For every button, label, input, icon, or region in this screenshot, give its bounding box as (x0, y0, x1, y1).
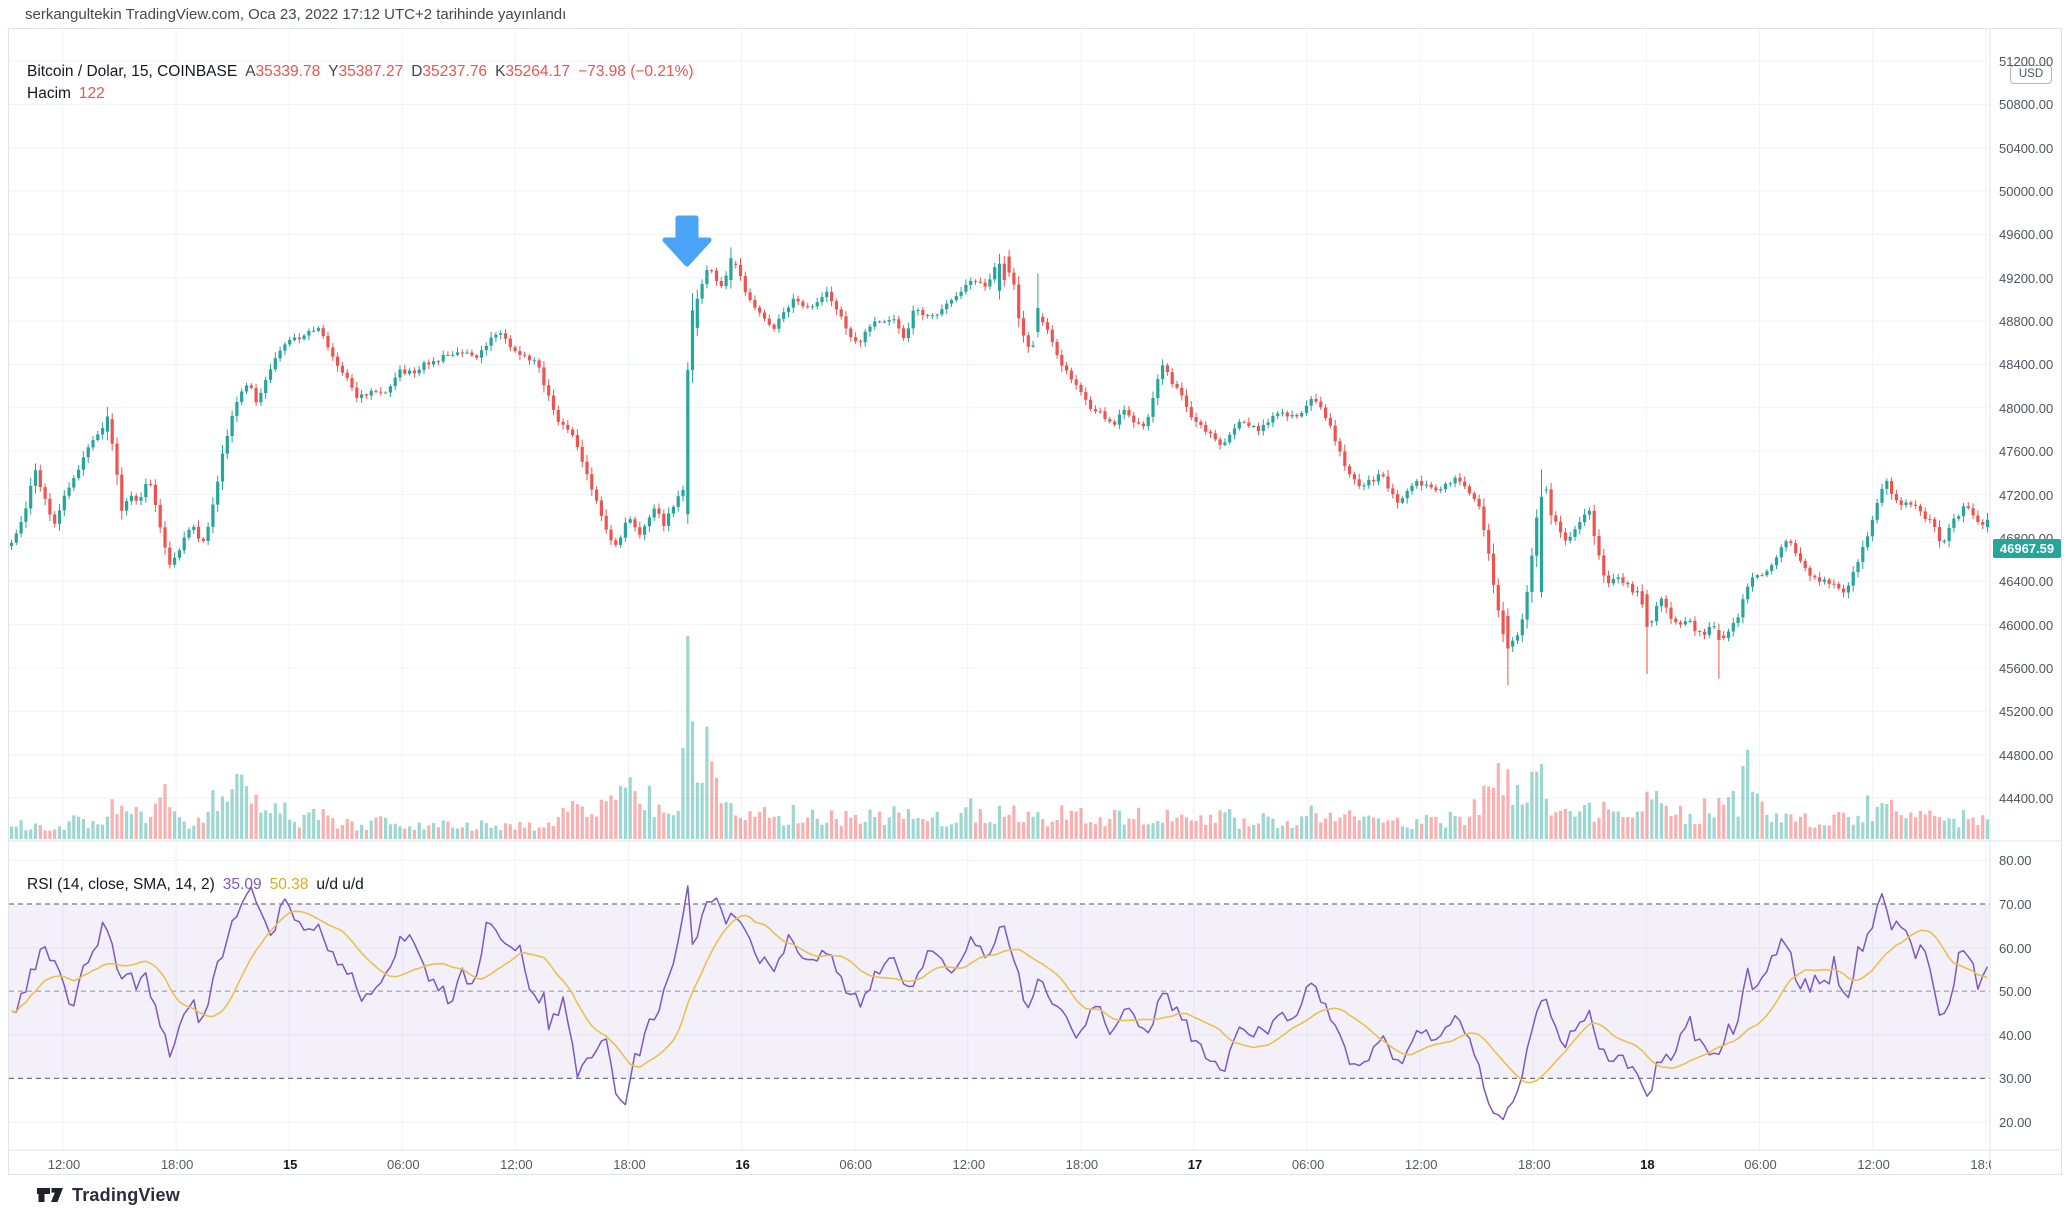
price-axis-label: 44400.00 (1999, 791, 2054, 807)
time-axis-label: 06:00 (1744, 1157, 1777, 1172)
ohlc-values: A35339.78 Y35387.27 D35237.76 K35264.17 (245, 63, 570, 80)
time-axis-label: 06:00 (387, 1157, 420, 1172)
price-axis-label: 50800.00 (1999, 97, 2054, 113)
change-value: −73.98 (−0.21%) (578, 63, 694, 80)
time-axis-label: 18 (1640, 1157, 1655, 1172)
time-axis-label: 18:00 (1065, 1157, 1099, 1172)
ohlc-item: K35264.17 (495, 63, 571, 80)
rsi-axis-label: 50.00 (1999, 984, 2032, 1000)
time-axis-label: 12:00 (952, 1157, 986, 1172)
price-axis-label: 50400.00 (1999, 140, 2054, 156)
time-axis-label: 12:00 (47, 1157, 81, 1172)
price-axis-label: 46000.00 (1999, 617, 2054, 633)
time-axis[interactable]: 12:00 18:00 15 06:00 12:00 18:00 16 06:00 12:00 1… (10, 1151, 1991, 1176)
volume-label: Hacim (27, 85, 71, 102)
ohlc-item: A35339.78 (245, 63, 321, 80)
price-axis-label: 47600.00 (1999, 444, 2054, 460)
rsi-value: 35.09 (222, 876, 262, 893)
price-axis-label: 47200.00 (1999, 487, 2054, 503)
time-axis-label: 18:00 (1970, 1157, 1991, 1172)
rsi-axis-label: 30.00 (1999, 1071, 2032, 1087)
time-axis-label: 06:00 (839, 1157, 872, 1172)
currency-button[interactable]: USD (2010, 65, 2052, 84)
time-axis-label: 18:00 (1518, 1157, 1551, 1172)
ohlc-item: D35237.76 (411, 63, 488, 80)
symbol-title: Bitcoin / Dolar, 15, COINBASE (27, 63, 238, 80)
volume-legend[interactable]: Hacim 122 (27, 85, 105, 103)
time-axis-label: 12:00 (1857, 1157, 1890, 1172)
volume-value: 122 (78, 85, 105, 102)
price-axis-label: 49600.00 (1999, 227, 2054, 243)
published-byline: serkangultekin TradingView.com, Oca 23, … (25, 6, 567, 23)
last-price-badge: 46967.59 (1993, 539, 2061, 559)
time-axis-label: 12:00 (500, 1157, 533, 1172)
chart-widget: Bitcoin / Dolar, 15, COINBASE A35339.78 Y3… (8, 28, 2062, 1175)
price-axis-label: 46400.00 (1999, 574, 2054, 590)
symbol-legend[interactable]: Bitcoin / Dolar, 15, COINBASE A35339.78 Y3… (27, 63, 694, 81)
tradingview-footer[interactable]: TradingView (36, 1183, 180, 1207)
time-axis-label: 18:00 (160, 1157, 194, 1172)
rsi-axis-label: 20.00 (1999, 1115, 2032, 1130)
rsi-sma-value: 50.38 (269, 876, 309, 893)
rsi-axis-label: 60.00 (1999, 940, 2032, 956)
time-axis-label: 12:00 (1404, 1157, 1438, 1172)
tradingview-brand: TradingView (72, 1184, 180, 1205)
price-axis-label: 50000.00 (1999, 184, 2054, 200)
ohlc-item: Y35387.27 (328, 63, 404, 80)
time-axis-label: 18:00 (613, 1157, 646, 1172)
rsi-indicator-label: RSI (14, close, SMA, 14, 2) (27, 876, 215, 893)
price-axis-label: 48400.00 (1999, 357, 2054, 373)
price-axis-label: 44800.00 (1999, 747, 2054, 763)
time-axis-label: 06:00 (1291, 1157, 1325, 1172)
price-axis-label: 51200.00 (1999, 54, 2054, 69)
price-axis-label: 45600.00 (1999, 660, 2054, 676)
price-axis-label: 49200.00 (1999, 270, 2054, 286)
rsi-axis-label: 40.00 (1999, 1027, 2032, 1043)
rsi-legend[interactable]: RSI (14, close, SMA, 14, 2) 35.09 50.38 u/d… (27, 876, 364, 894)
time-axis-label: 17 (1187, 1157, 1203, 1172)
down-arrow-icon (662, 215, 712, 267)
rsi-divergence-labels: u/d u/d (316, 876, 364, 893)
rsi-axis-label: 80.00 (1999, 853, 2032, 869)
time-axis-label: 16 (735, 1157, 750, 1172)
time-axis-label: 15 (282, 1157, 298, 1172)
rsi-axis-label: 70.00 (1999, 897, 2032, 912)
tradingview-logo-icon (37, 1188, 63, 1202)
price-axis-label: 48000.00 (1999, 400, 2054, 416)
price-axis-label: 45200.00 (1999, 704, 2054, 720)
price-axis-label: 48800.00 (1999, 314, 2054, 330)
